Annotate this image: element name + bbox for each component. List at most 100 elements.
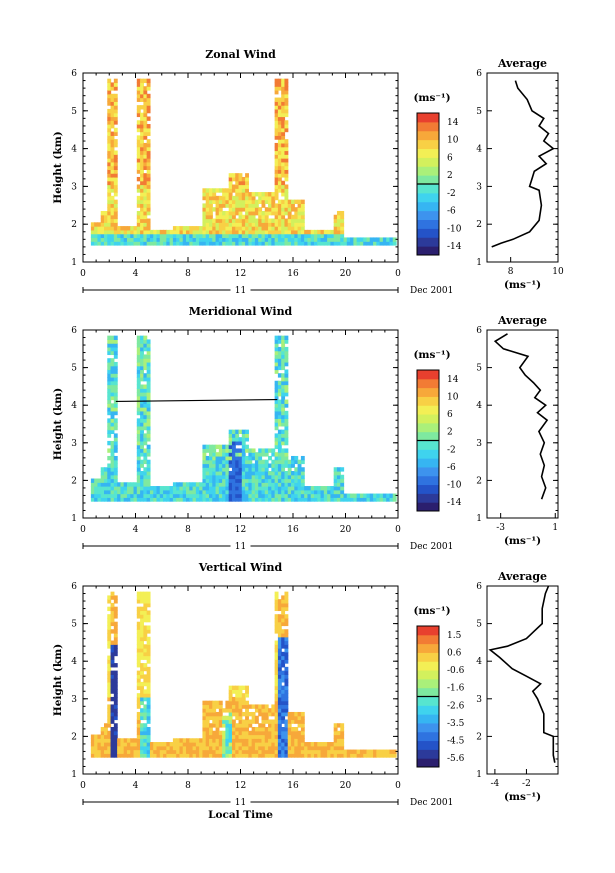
heatmap-cell (136, 440, 141, 446)
heatmap-cell (291, 742, 295, 747)
heatmap-cell (284, 150, 289, 155)
heatmap-cell (146, 425, 151, 431)
heatmap-cell (284, 651, 289, 657)
heatmap-cell (274, 471, 279, 476)
heatmap-cell (205, 711, 210, 717)
heatmap-cell (222, 497, 227, 502)
heatmap-cell (231, 233, 236, 239)
heatmap-cell (97, 486, 102, 491)
heatmap-cell (110, 165, 115, 170)
heatmap-cell (218, 730, 223, 736)
heatmap-cell (146, 158, 151, 163)
heatmap-cell (333, 474, 338, 480)
heatmap-cell (294, 237, 299, 242)
heatmap-cell (245, 708, 249, 713)
heatmap-cell (287, 753, 292, 758)
heatmap-cell (113, 689, 118, 694)
heatmap-cell (261, 226, 266, 231)
heatmap-cell (389, 493, 394, 498)
x-tick-label: 8 (185, 781, 191, 791)
heatmap-cell (113, 678, 118, 683)
heatmap-cell (320, 233, 325, 239)
heatmap-cell (274, 380, 279, 386)
heatmap-cell (235, 459, 240, 465)
heatmap-cell (172, 489, 177, 495)
colorbar-swatch (417, 502, 439, 512)
heatmap-cell (172, 229, 177, 235)
heatmap-cell (140, 169, 144, 174)
heatmap-cell (146, 188, 151, 193)
average-unit: (ms⁻¹) (504, 791, 541, 803)
heatmap-cell (136, 648, 141, 653)
heatmap-cell (143, 625, 148, 630)
heatmap-cell (110, 591, 115, 596)
heatmap-cell (284, 176, 289, 182)
heatmap-cell (314, 497, 318, 502)
heatmap-cell (117, 226, 122, 231)
y-tick-label: 2 (71, 220, 77, 230)
heatmap-cell (113, 742, 118, 747)
heatmap-cell (277, 644, 282, 649)
heatmap-cell (281, 636, 286, 642)
heatmap-cell (235, 180, 240, 186)
heatmap-cell (110, 161, 115, 167)
heatmap-cell (110, 482, 115, 487)
heatmap-cell (136, 112, 141, 118)
heatmap-cell (268, 195, 272, 201)
heatmap-cell (271, 742, 276, 747)
heatmap-cell (225, 478, 230, 483)
heatmap-cell (110, 358, 115, 363)
heatmap-cell (320, 742, 325, 747)
heatmap-cell (107, 116, 112, 121)
heatmap-cell (284, 384, 289, 389)
heatmap-cell (238, 437, 243, 442)
heatmap-cell (281, 399, 286, 404)
heatmap-cell (146, 497, 151, 502)
heatmap-cell (261, 222, 266, 227)
heatmap-cell (274, 696, 279, 702)
heatmap-cell (297, 218, 302, 223)
heatmap-cell (146, 150, 151, 155)
heatmap-cell (268, 222, 272, 227)
y-tick-label: 6 (71, 326, 77, 336)
heatmap-cell (264, 497, 269, 502)
heatmap-cell (284, 678, 289, 683)
heatmap-cell (340, 482, 345, 487)
heatmap-cell (205, 738, 210, 743)
colorbar-swatch (417, 414, 439, 424)
heatmap-cell (143, 633, 148, 638)
heatmap-cell (353, 753, 358, 758)
heatmap-cell (238, 723, 243, 728)
heatmap-cell (264, 742, 269, 747)
heatmap-cell (136, 745, 141, 751)
heatmap-cell (143, 410, 148, 416)
heatmap-cell (284, 629, 289, 634)
heatmap-cell (336, 471, 341, 476)
heatmap-cell (215, 207, 220, 212)
heatmap-cell (97, 742, 102, 747)
heatmap-cell (218, 723, 223, 728)
heatmap-cell (222, 214, 227, 220)
heatmap-cell (251, 467, 256, 472)
heatmap-cell (271, 222, 276, 227)
heatmap-cell (248, 719, 253, 724)
heatmap-cell (235, 429, 240, 434)
heatmap-cell (218, 203, 223, 208)
heatmap-cell (268, 711, 272, 717)
colorbar-swatch (417, 652, 439, 662)
heatmap-cell (110, 742, 115, 747)
heatmap-cell (140, 651, 144, 657)
heatmap-cell (100, 478, 105, 483)
heatmap-cell (110, 655, 115, 660)
heatmap-cell (209, 448, 213, 453)
heatmap-cell (340, 474, 345, 480)
heatmap-cell (284, 105, 289, 110)
heatmap-cell (143, 753, 148, 758)
heatmap-cell (143, 678, 148, 683)
heatmap-cell (336, 467, 341, 472)
heatmap-cell (271, 463, 276, 468)
heatmap-cell (281, 602, 286, 608)
x-tick-label: 12 (235, 269, 246, 279)
heatmap-cell (376, 749, 381, 754)
heatmap-cell (268, 448, 272, 453)
